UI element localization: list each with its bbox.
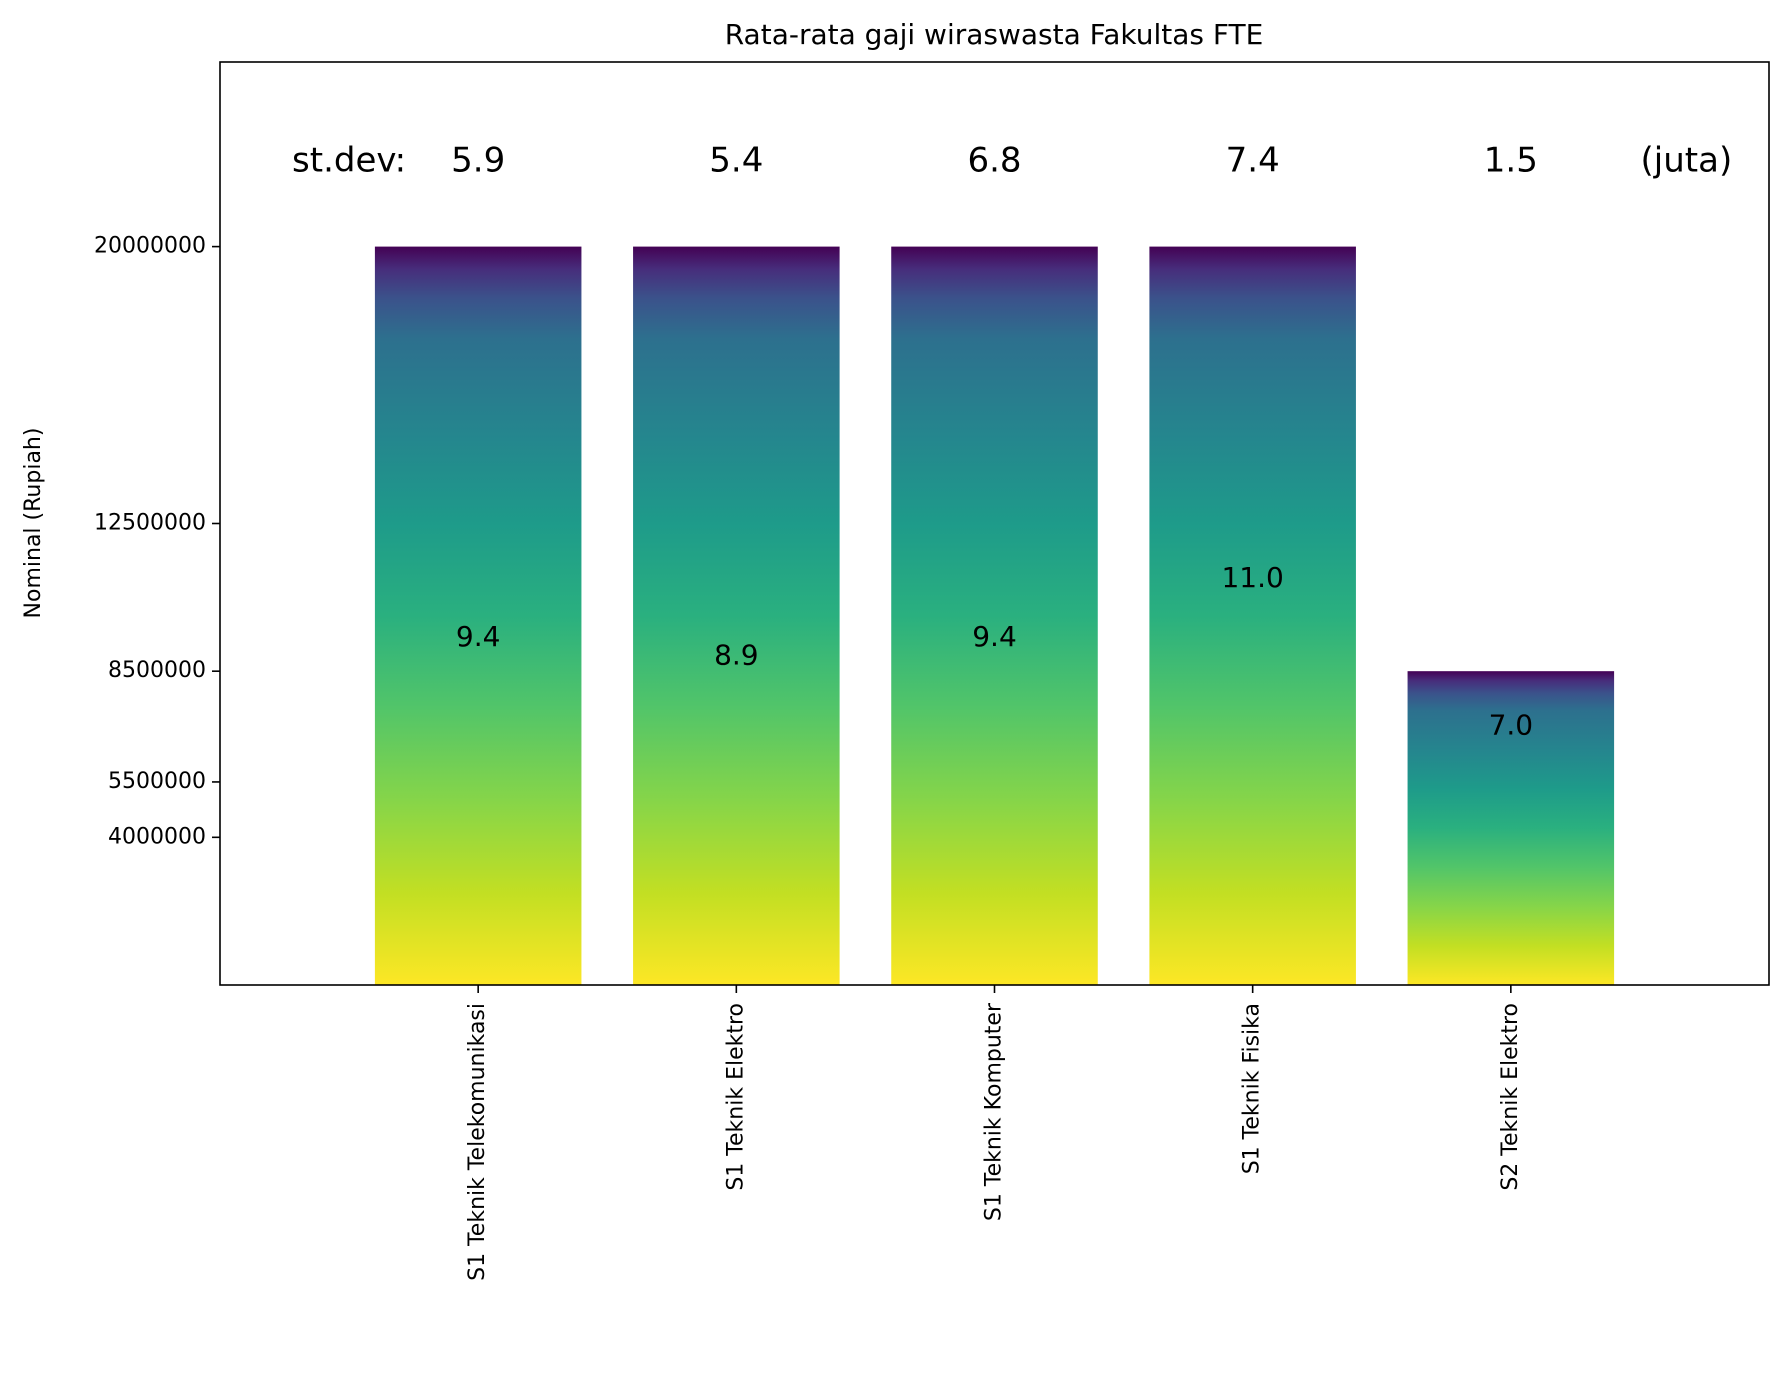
x-tick-label: S1 Teknik Fisika [1240, 1003, 1265, 1174]
bar [374, 246, 582, 986]
stdev-value: 7.4 [1226, 141, 1280, 181]
stdev-prefix: st.dev: [292, 141, 406, 181]
y-tick-label: 8500000 [108, 658, 206, 683]
y-tick-label: 4000000 [108, 824, 206, 849]
x-tick-label: S1 Teknik Komputer [982, 1002, 1007, 1221]
stdev-value: 6.8 [967, 141, 1021, 181]
stdev-value: 1.5 [1484, 141, 1538, 181]
y-axis-label: Nominal (Rupiah) [21, 428, 46, 619]
stdev-unit: (juta) [1641, 141, 1733, 181]
bar-value-label: 9.4 [456, 620, 501, 653]
x-tick-label: S1 Teknik Elektro [723, 1003, 748, 1191]
bar [891, 246, 1098, 986]
bars-layer [374, 246, 1615, 986]
y-axis: 4000000 5500000 8500000 12500000 20000000 [94, 234, 220, 849]
x-tick-label: S2 Teknik Elektro [1498, 1003, 1523, 1191]
bar-value-label: 8.9 [714, 638, 759, 671]
x-tick-label: S1 Teknik Telekomunikasi [465, 1003, 490, 1281]
bar-value-label: 11.0 [1221, 561, 1283, 594]
bar [1149, 246, 1356, 986]
y-tick-label: 20000000 [94, 234, 206, 259]
y-tick-label: 12500000 [94, 511, 206, 536]
x-axis: S1 Teknik Telekomunikasi S1 Teknik Elektr… [465, 985, 1523, 1281]
bar-labels-layer: 9.4 8.9 9.4 11.0 7.0 [456, 561, 1533, 742]
chart-title: Rata-rata gaji wiraswasta Fakultas FTE [725, 18, 1264, 51]
stdev-row: st.dev: 5.9 5.4 6.8 7.4 1.5 (juta) [292, 141, 1732, 181]
bar-value-label: 7.0 [1489, 709, 1534, 742]
bar-value-label: 9.4 [972, 620, 1017, 653]
bar [633, 246, 840, 986]
y-tick-label: 5500000 [108, 769, 206, 794]
plot-frame [219, 61, 1770, 986]
bar [1407, 671, 1615, 985]
stdev-value: 5.4 [709, 141, 763, 181]
stdev-value: 5.9 [451, 141, 505, 181]
